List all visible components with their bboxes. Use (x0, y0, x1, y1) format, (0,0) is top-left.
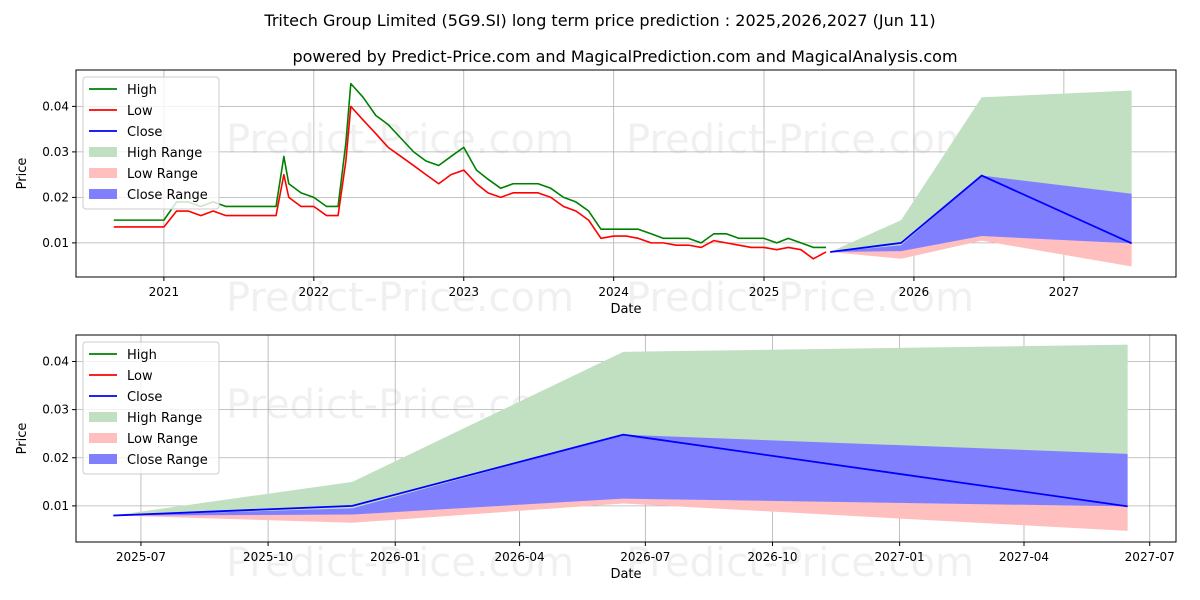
close-series-line (113, 433, 1128, 517)
x-tick-label: 2026-01 (370, 550, 420, 564)
y-tick-label: 0.01 (42, 236, 69, 250)
y-tick-label: 0.03 (42, 145, 69, 159)
legend: High Low Close High Range Low Range Close Ran… (82, 341, 220, 475)
x-axis-label: Date (610, 567, 641, 582)
y-tick-label: 0.04 (42, 354, 69, 368)
legend: High Low Close High Range Low Range Close Ran… (82, 76, 220, 210)
chart-subtitle: powered by Predict-Price.com and Magical… (292, 47, 957, 66)
watermark: Predict-Price.com (626, 540, 974, 586)
close-range-band (113, 434, 1128, 516)
x-tick-label: 2027-07 (1125, 550, 1175, 564)
legend-label-low-range: Low Range (127, 167, 198, 182)
close-range-band (830, 175, 1132, 252)
plot-area (113, 344, 1128, 531)
x-tick-label: 2021 (149, 285, 180, 299)
legend-label-close-range: Close Range (127, 188, 208, 203)
legend-label-low: Low (127, 369, 153, 384)
close-series-line (830, 174, 1133, 253)
y-tick-label: 0.01 (42, 499, 69, 513)
x-tick-label: 2026 (899, 285, 930, 299)
legend-swatch-close-range (89, 189, 117, 199)
legend-label-high-range: High Range (127, 146, 202, 161)
high-range-band (830, 90, 1132, 252)
legend-swatch-low-range (89, 168, 117, 178)
legend-label-close-range: Close Range (127, 453, 208, 468)
watermark: Predict-Price.com (226, 540, 574, 586)
plot-area (113, 82, 1133, 267)
watermark: Predict-Price.com (626, 275, 974, 321)
legend-label-high: High (127, 83, 157, 98)
x-tick-label: 2025-07 (116, 550, 166, 564)
panel-top: Predict-Price.com Predict-Price.com Predic… (15, 69, 1177, 321)
chart-title: Tritech Group Limited (5G9.SI) long term… (263, 11, 935, 30)
legend-label-close: Close (127, 125, 162, 140)
x-tick-label: 2026-07 (620, 550, 670, 564)
x-tick-label: 2026-04 (495, 550, 545, 564)
x-tick-label: 2027-01 (875, 550, 925, 564)
x-tick-label: 2027-04 (999, 550, 1049, 564)
axes-frame (75, 334, 1177, 543)
legend-label-high-range: High Range (127, 411, 202, 426)
y-axis-label: Price (15, 158, 30, 190)
legend-swatch-low-range (89, 433, 117, 443)
legend-label-close: Close (127, 390, 162, 405)
x-tick-label: 2024 (598, 285, 629, 299)
legend-swatch-close-range (89, 454, 117, 464)
y-axis-label: Price (15, 423, 30, 455)
x-axis-label: Date (610, 302, 641, 317)
high-series-line (113, 82, 827, 249)
x-tick-label: 2027 (1049, 285, 1080, 299)
watermark: Predict-Price.com (226, 275, 574, 321)
legend-label-low-range: Low Range (127, 432, 198, 447)
legend-label-high: High (127, 348, 157, 363)
legend-swatch-high-range (89, 412, 117, 422)
x-tick-label: 2025 (749, 285, 780, 299)
y-tick-label: 0.03 (42, 403, 69, 417)
x-tick-label: 2026-10 (747, 550, 797, 564)
y-tick-label: 0.02 (42, 451, 69, 465)
low-series-line (113, 105, 827, 260)
high-range-band (113, 344, 1128, 516)
x-tick-label: 2023 (448, 285, 479, 299)
axes-frame (75, 69, 1177, 278)
legend-label-low: Low (127, 104, 153, 119)
y-tick-label: 0.02 (42, 190, 69, 204)
legend-swatch-high-range (89, 147, 117, 157)
y-tick-label: 0.04 (42, 99, 69, 113)
x-tick-label: 2025-10 (243, 550, 293, 564)
watermark: Predict-Price.com (626, 117, 974, 163)
x-tick-label: 2022 (299, 285, 330, 299)
